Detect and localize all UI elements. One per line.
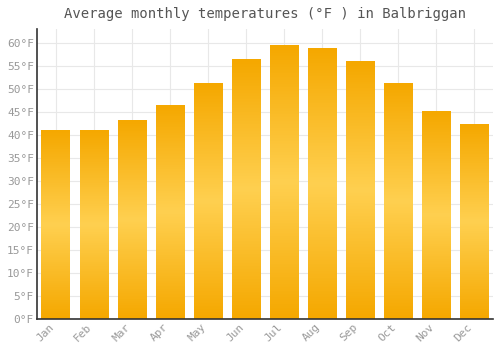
- Title: Average monthly temperatures (°F ) in Balbriggan: Average monthly temperatures (°F ) in Ba…: [64, 7, 466, 21]
